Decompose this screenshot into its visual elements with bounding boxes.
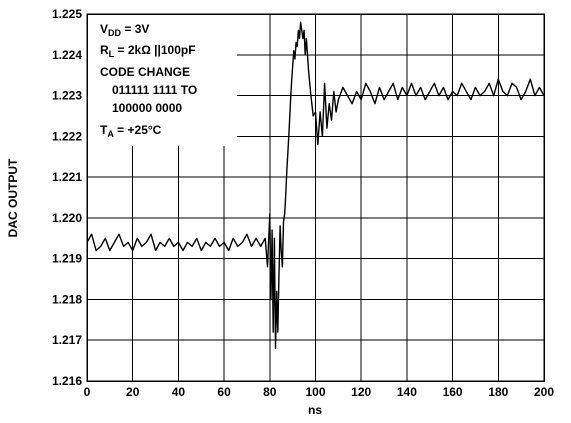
y-tick-label: 1.218 — [52, 292, 82, 306]
x-tick-label: 140 — [397, 385, 417, 399]
annotation-code-to: 100000 0000 — [112, 101, 182, 115]
annotation-background — [87, 14, 237, 146]
y-tick-label: 1.216 — [52, 374, 82, 388]
annotation-vdd: VDD = 3V — [100, 22, 149, 38]
annotation-ta-main: T — [100, 123, 108, 137]
x-tick-label: 120 — [351, 385, 371, 399]
x-tick-label: 20 — [126, 385, 140, 399]
annotation-code-from: 011111 1111 TO — [112, 83, 197, 97]
plot-frame — [86, 13, 545, 382]
y-tick-label: 1.222 — [52, 129, 82, 143]
x-tick-label: 180 — [488, 385, 508, 399]
x-axis-title: ns — [308, 403, 322, 417]
y-tick-label: 1.223 — [52, 89, 82, 103]
y-tick-label: 1.221 — [52, 170, 82, 184]
annotation-rl-rest: = 2kΩ ||100pF — [114, 43, 195, 57]
annotation-ta: TA = +25°C — [100, 123, 162, 139]
y-tick-label: 1.224 — [52, 48, 82, 62]
annotation-vdd-main: V — [100, 22, 108, 36]
y-axis-ticks: 1.216 1.217 1.218 1.219 1.220 1.221 1.222 1.223… — [52, 7, 82, 388]
x-tick-label: 200 — [534, 385, 554, 399]
y-axis-title: DAC OUTPUT — [6, 158, 20, 237]
x-tick-label: 40 — [172, 385, 186, 399]
plot-area — [86, 21, 545, 350]
x-tick-label: 80 — [263, 385, 277, 399]
annotation-vdd-rest: = 3V — [121, 22, 149, 36]
annotation-rl: RL = 2kΩ ||100pF — [100, 43, 196, 59]
x-tick-label: 60 — [217, 385, 231, 399]
annotation-rl-sub: L — [109, 49, 115, 59]
annotation-rl-main: R — [100, 43, 109, 57]
annotation-code-change: CODE CHANGE — [100, 65, 190, 79]
x-tick-label: 100 — [305, 385, 325, 399]
x-tick-label: 160 — [443, 385, 463, 399]
annotation-ta-rest: = +25°C — [114, 123, 162, 137]
y-tick-label: 1.225 — [52, 7, 82, 21]
x-axis-ticks: 0 20 40 60 80 100 120 140 160 180 200 — [84, 385, 555, 399]
annotation-ta-sub: A — [107, 129, 114, 139]
annotation-vdd-sub: DD — [108, 28, 121, 38]
y-tick-label: 1.219 — [52, 252, 82, 266]
series-line — [86, 21, 545, 350]
y-tick-label: 1.220 — [52, 211, 82, 225]
y-tick-label: 1.217 — [52, 333, 82, 347]
annotation: VDD = 3V RL = 2kΩ ||100pF CODE CHANGE 01… — [100, 22, 197, 139]
x-tick-label: 0 — [84, 385, 91, 399]
